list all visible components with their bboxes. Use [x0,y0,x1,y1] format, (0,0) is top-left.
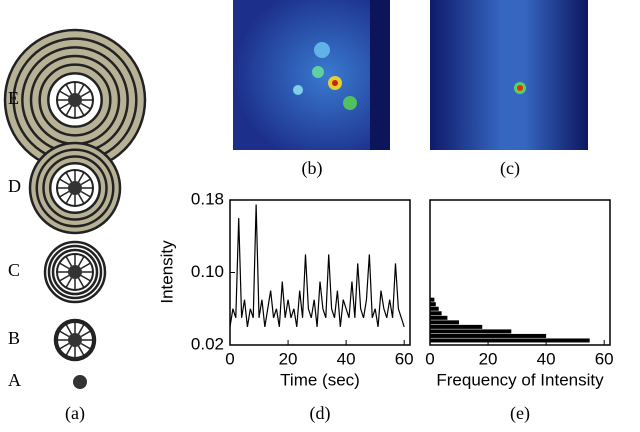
spot [343,96,357,110]
label: C [8,260,20,280]
label: D [8,176,21,196]
x-tick-label: 40 [537,349,556,368]
plot-frame [429,199,611,346]
image-c [430,0,588,150]
spoke [65,172,73,183]
spoke [65,84,73,95]
x-tick-label: 0 [425,349,434,368]
spoke [59,342,70,350]
spoke [77,172,85,183]
x-tick-label: 60 [595,349,614,368]
caption: (b) [302,158,323,179]
spot [332,80,338,86]
bar [430,320,460,325]
spoke [80,330,91,338]
bar [430,297,435,302]
spoke [59,102,70,110]
spot [314,42,330,58]
y-tick-label: 0.10 [191,262,224,281]
spoke [77,84,85,95]
x-axis-label: Time (sec) [280,370,360,389]
caption: (e) [510,403,530,424]
spoke [80,178,91,186]
core [68,265,82,279]
core [68,333,82,347]
spoke [65,193,73,204]
label: B [8,328,20,348]
spot [293,85,303,95]
core [68,181,82,195]
spoke [77,105,85,116]
spoke [59,90,70,98]
label: A [8,370,21,390]
spoke [77,193,85,204]
spoke [77,324,85,335]
core [68,93,82,107]
spoke [80,90,91,98]
y-tick-label: 0.02 [191,334,224,353]
spoke [77,256,85,267]
image-b [233,0,390,150]
sphere-diagrams [3,28,147,389]
x-axis-label: Frequency of Intensity [436,370,604,389]
spoke [80,262,91,270]
spoke [59,178,70,186]
spoke [59,262,70,270]
spoke [77,345,85,356]
spoke [59,274,70,282]
spoke [59,190,70,198]
spot [517,85,523,91]
label: E [8,88,19,108]
x-tick-label: 40 [337,349,356,368]
x-tick-label: 0 [225,349,234,368]
caption: (d) [310,403,331,424]
bar [430,311,442,316]
image-edge [370,0,390,150]
spoke [65,345,73,356]
y-axis-label: Intensity [157,240,176,304]
spoke [80,190,91,198]
bar [430,306,439,311]
spoke [59,330,70,338]
bar [430,333,547,338]
spoke [65,256,73,267]
spoke [80,274,91,282]
bar [430,338,590,343]
core [73,375,87,389]
bar [430,329,512,334]
bar [430,324,483,329]
x-tick-label: 20 [479,349,498,368]
x-tick-label: 20 [279,349,298,368]
spoke [80,342,91,350]
spoke [80,102,91,110]
caption: (a) [65,403,85,424]
bar [430,315,448,320]
trace [229,204,405,328]
x-tick-label: 60 [395,349,414,368]
spoke [65,277,73,288]
spoke [65,324,73,335]
caption: (c) [500,158,520,179]
y-tick-label: 0.18 [191,189,224,208]
spoke [65,105,73,116]
bar [430,302,436,307]
spot [312,66,324,78]
spoke [77,277,85,288]
